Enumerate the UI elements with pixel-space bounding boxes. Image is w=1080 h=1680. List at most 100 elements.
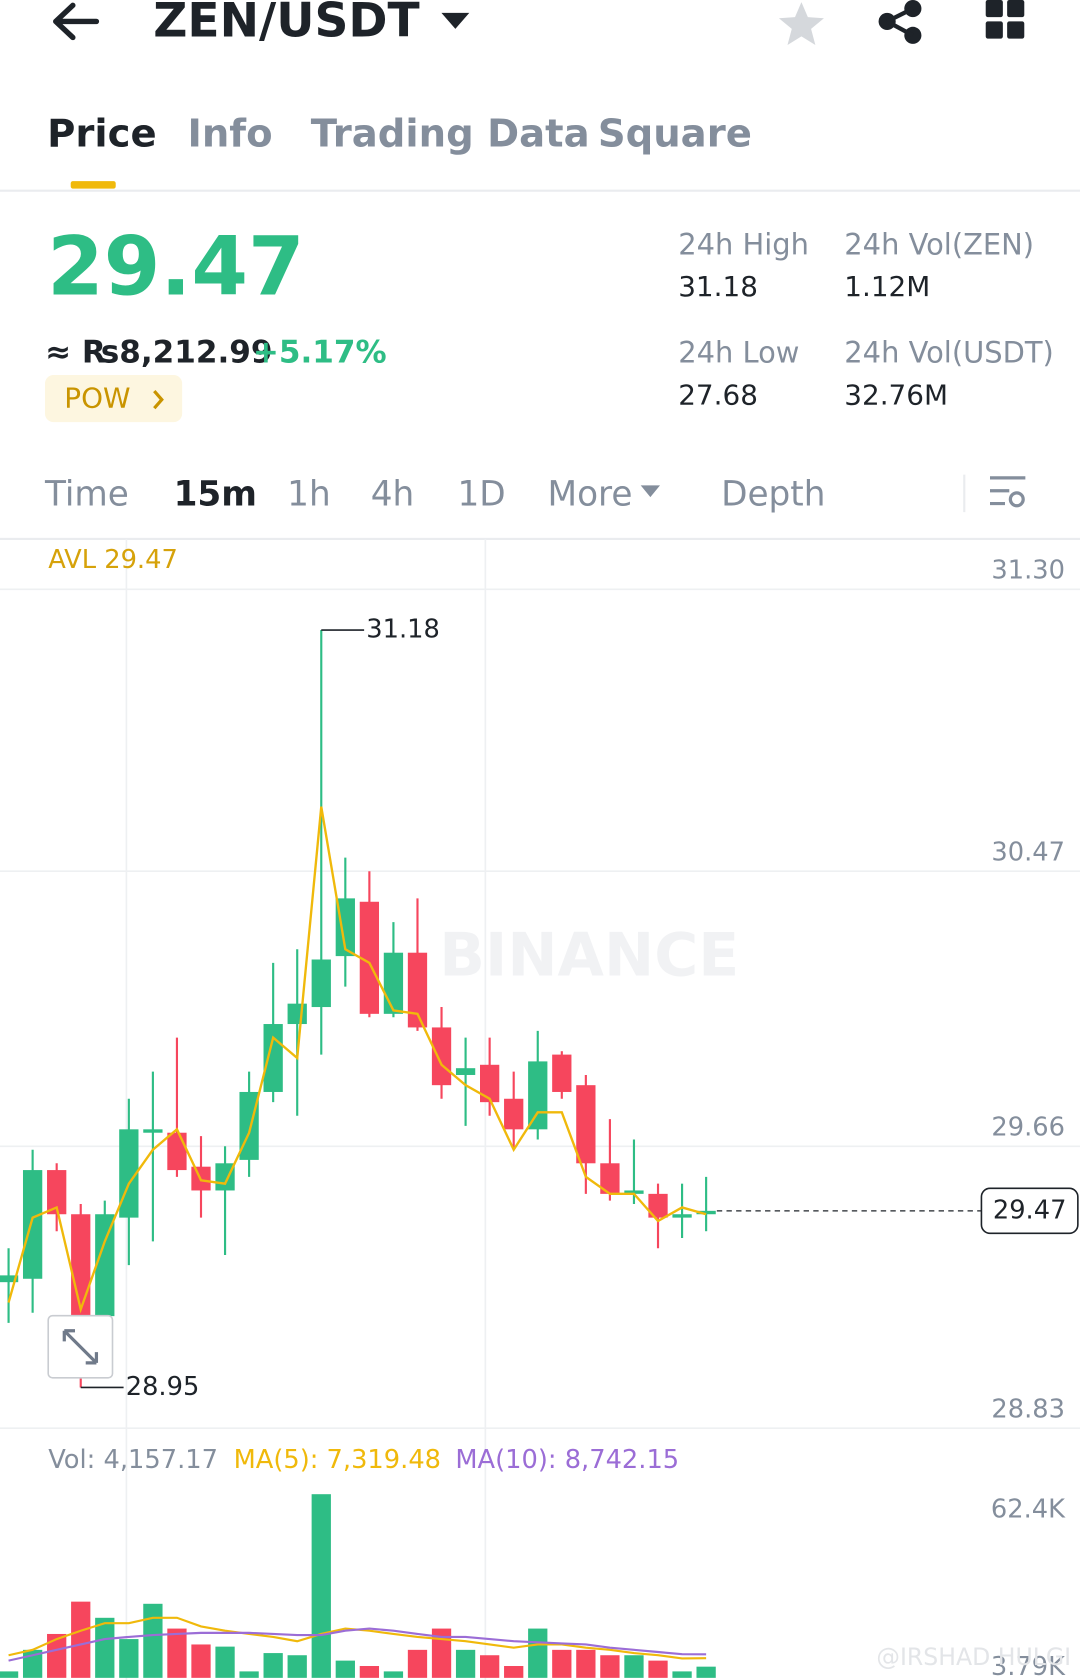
volume-bar	[287, 1655, 307, 1678]
candle-body	[311, 959, 331, 1008]
fiat-price: ≈ ₨8,212.99	[45, 335, 273, 371]
stat-value: 1.12M	[844, 270, 930, 303]
candle-body	[696, 1210, 716, 1215]
volume-bar	[576, 1649, 596, 1678]
chart-settings-icon[interactable]	[990, 476, 1026, 508]
ma-line	[7, 806, 707, 1314]
stat-value: 31.18	[678, 270, 758, 303]
volume-bar	[119, 1639, 139, 1678]
volume-bar	[0, 1671, 19, 1678]
volume-bar	[263, 1653, 283, 1678]
volume-bar	[528, 1628, 548, 1678]
volume-legend: MA(10): 8,742.15	[455, 1445, 679, 1475]
volume-legend: MA(5): 7,319.48	[234, 1445, 441, 1475]
candle-body	[504, 1098, 524, 1130]
candle-body	[480, 1064, 500, 1103]
volume-bar	[71, 1601, 91, 1678]
candle-body	[431, 1027, 452, 1086]
candle-body	[263, 1024, 283, 1092]
volume-bar	[215, 1646, 235, 1678]
volume-bar	[431, 1628, 452, 1678]
candle-body	[143, 1129, 163, 1133]
tag-label[interactable]: POW	[64, 382, 130, 415]
stat-value: 32.76M	[844, 378, 948, 411]
volume-legend: Vol: 4,157.17	[48, 1445, 218, 1475]
y-tick-label: 31.30	[991, 556, 1065, 586]
volume-bar	[335, 1660, 355, 1678]
volume-bar	[624, 1655, 644, 1678]
pair-dropdown[interactable]	[441, 12, 470, 29]
volume-bar	[311, 1494, 331, 1678]
volume-bar	[648, 1660, 668, 1678]
tab[interactable]: Info	[188, 112, 273, 157]
favorite-icon[interactable]	[778, 2, 824, 46]
volume-bar	[359, 1666, 380, 1678]
candle-body	[528, 1061, 548, 1130]
candle-body	[383, 952, 404, 1014]
volume-bar	[407, 1649, 428, 1678]
interval[interactable]: More	[548, 475, 633, 515]
volume-bar	[672, 1671, 692, 1678]
tab[interactable]: Price	[47, 112, 157, 157]
high-label: 31.18	[366, 615, 440, 645]
candle-body	[359, 901, 380, 1014]
candle-body	[0, 1275, 19, 1283]
volume-bar	[696, 1666, 716, 1678]
candle-body	[624, 1190, 644, 1194]
pair-title[interactable]: ZEN/USDT	[153, 0, 419, 49]
stat-label: 24h Low	[678, 336, 799, 370]
expand-button[interactable]	[47, 1314, 114, 1379]
share-icon[interactable]	[878, 0, 922, 44]
candle-body	[672, 1214, 692, 1218]
tab[interactable]: Trading Data	[311, 112, 590, 157]
volume-bar	[167, 1628, 187, 1678]
tag-pill[interactable]	[45, 375, 183, 423]
last-price-label: 29.47	[993, 1195, 1067, 1225]
candle-body	[407, 952, 428, 1028]
last-price-tag	[980, 1187, 1079, 1235]
candle-body	[455, 1068, 476, 1075]
candle-body	[287, 1003, 307, 1025]
candle-body	[552, 1054, 572, 1092]
last-price: 29.47	[47, 220, 304, 315]
y-tick-label: 28.83	[991, 1395, 1065, 1425]
volume-bar	[600, 1655, 620, 1678]
y-tick-label: 30.47	[991, 837, 1065, 867]
tab-indicator	[70, 181, 116, 189]
credit-watermark: @IRSHAD HULGI	[876, 1643, 1071, 1671]
candle-body	[576, 1085, 596, 1164]
volume-bar	[455, 1649, 476, 1678]
volume-bar	[239, 1671, 259, 1678]
interval[interactable]: 4h	[371, 475, 415, 515]
stat-value: 27.68	[678, 378, 758, 411]
avl-label: AVL 29.47	[48, 545, 178, 575]
interval[interactable]: 1h	[287, 475, 331, 515]
candle-body	[167, 1132, 187, 1171]
volume-bar	[95, 1617, 115, 1678]
back-button[interactable]	[53, 2, 100, 41]
watermark: BINANCE	[439, 921, 739, 991]
candle-body	[600, 1163, 620, 1194]
interval[interactable]: Time	[44, 475, 129, 515]
interval[interactable]: Depth	[721, 475, 825, 515]
volume-bar	[143, 1603, 163, 1678]
stat-label: 24h Vol(ZEN)	[844, 227, 1034, 261]
volume-bar	[504, 1666, 524, 1678]
candle-body	[648, 1193, 668, 1218]
y2-tick-label: 3.79K	[991, 1652, 1066, 1680]
more-caret	[640, 485, 660, 498]
candle-body	[47, 1170, 67, 1215]
volume-bar	[47, 1633, 67, 1678]
stat-label: 24h Vol(USDT)	[844, 336, 1054, 370]
candle-body	[95, 1214, 115, 1317]
candle-body	[335, 898, 355, 957]
interval[interactable]: 15m	[174, 475, 257, 515]
interval[interactable]: 1D	[458, 475, 506, 515]
tab[interactable]: Square	[598, 112, 752, 157]
menu-grid-icon[interactable]	[985, 0, 1025, 39]
volume-bar	[191, 1644, 211, 1678]
low-label: 28.95	[126, 1372, 200, 1402]
volume-bar	[383, 1671, 404, 1678]
stat-label: 24h High	[678, 227, 809, 261]
